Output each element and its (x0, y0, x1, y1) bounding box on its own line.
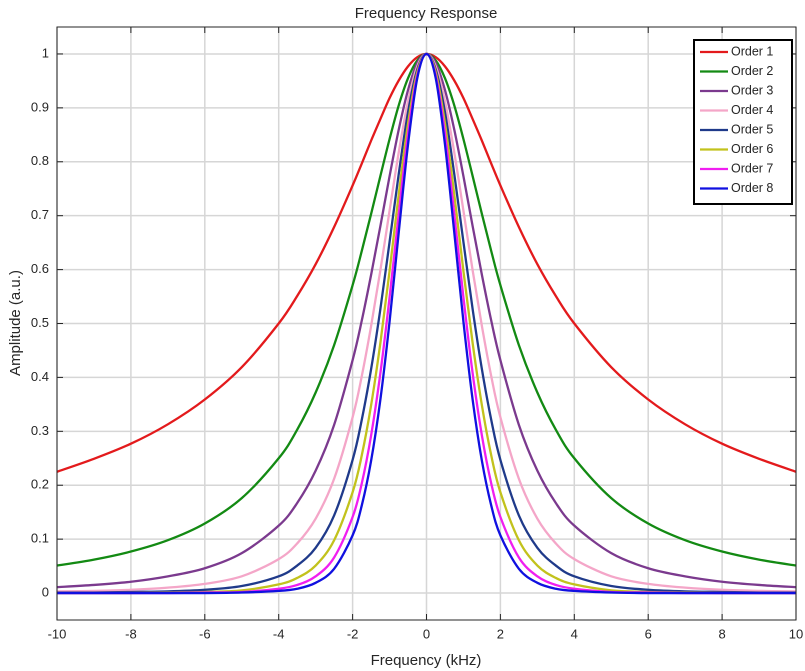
x-tick-label: 10 (789, 626, 803, 641)
plot-frame (56, 26, 797, 621)
y-tick-label: 0.7 (31, 207, 49, 222)
y-tick-label: 0.2 (31, 477, 49, 492)
y-tick-label: 1 (42, 45, 49, 60)
x-tick-label: -2 (347, 626, 359, 641)
legend-label: Order 6 (731, 142, 773, 156)
x-tick-label: 4 (571, 626, 578, 641)
x-tick-label: -4 (273, 626, 285, 641)
y-tick-label: 0.1 (31, 531, 49, 546)
x-axis-label: Frequency (kHz) (371, 652, 482, 669)
x-tick-label: -8 (125, 626, 137, 641)
y-tick-label: 0 (42, 584, 49, 599)
legend-label: Order 1 (731, 44, 773, 58)
legend-label: Order 7 (731, 161, 773, 175)
legend-label: Order 4 (731, 103, 773, 117)
x-tick-label: -10 (48, 626, 67, 641)
x-tick-label: -6 (199, 626, 211, 641)
x-tick-label: 6 (645, 626, 652, 641)
legend-label: Order 2 (731, 64, 773, 78)
legend-label: Order 3 (731, 83, 773, 97)
y-tick-label: 0.6 (31, 261, 49, 276)
y-tick-label: 0.9 (31, 99, 49, 114)
chart-title: Frequency Response (355, 5, 498, 22)
series-line (57, 52, 796, 595)
y-axis-label: Amplitude (a.u.) (7, 270, 24, 376)
y-tick-label: 0.4 (31, 369, 49, 384)
y-tick-label: 0.5 (31, 315, 49, 330)
x-tick-label: 0 (423, 626, 430, 641)
legend-box (693, 39, 793, 205)
y-tick-label: 0.3 (31, 423, 49, 438)
y-tick-label: 0.8 (31, 153, 49, 168)
legend-label: Order 5 (731, 122, 773, 136)
x-tick-label: 2 (497, 626, 504, 641)
legend-label: Order 8 (731, 181, 773, 195)
x-tick-label: 8 (718, 626, 725, 641)
